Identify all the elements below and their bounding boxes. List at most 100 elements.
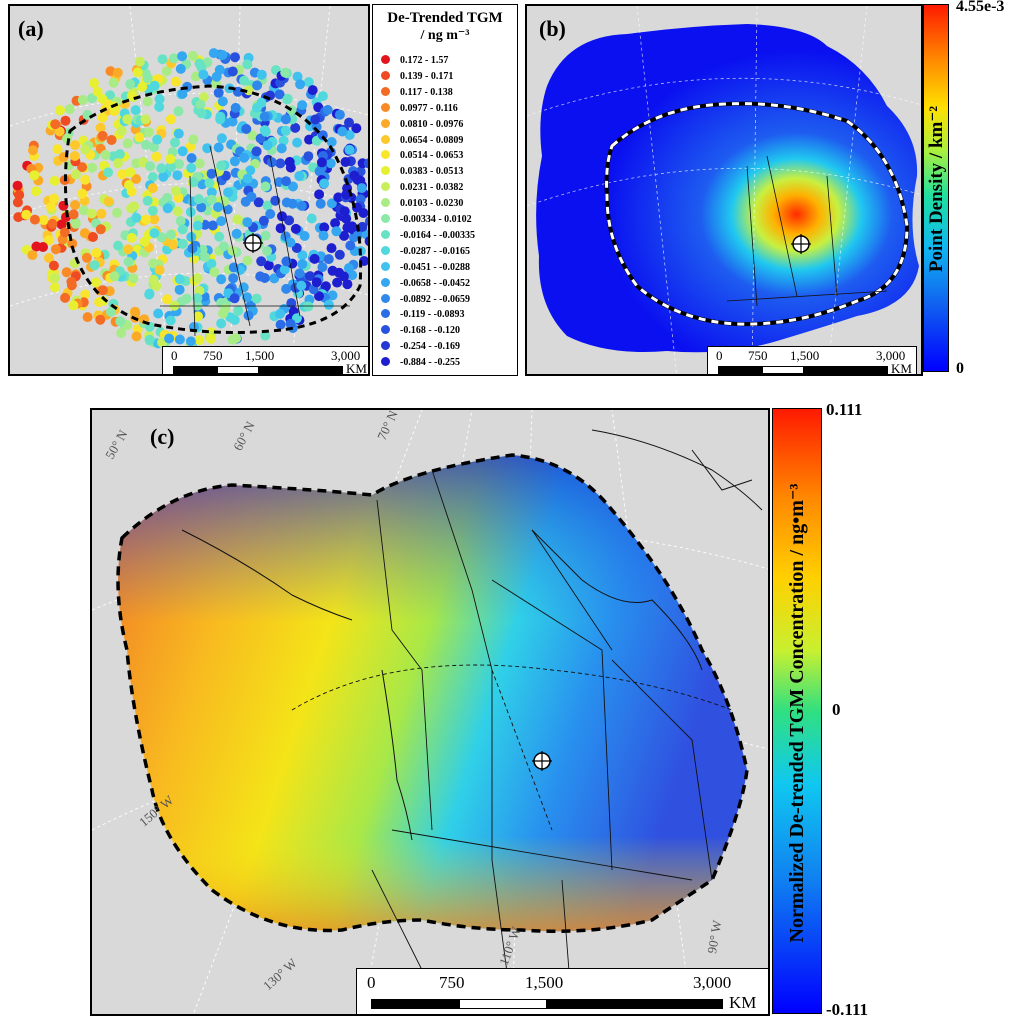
legend-swatch: [381, 245, 390, 255]
trajectory-dot: [142, 195, 153, 206]
trajectory-dot: [196, 202, 207, 213]
trajectory-dot: [192, 293, 203, 304]
trajectory-dot: [279, 264, 290, 275]
trajectory-dot: [140, 214, 151, 225]
scale-segment-2: [217, 366, 259, 374]
trajectory-dot: [262, 246, 273, 256]
trajectory-dot: [252, 102, 262, 113]
trajectory-dot: [190, 71, 201, 82]
trajectory-dot: [69, 151, 80, 161]
scale-tick-750: 750: [748, 348, 768, 363]
trajectory-dot: [204, 178, 215, 188]
trajectory-dot: [70, 218, 81, 229]
legend-item: 0.117 - 0.138: [381, 86, 453, 99]
legend-item: 0.0810 - 0.0976: [381, 118, 463, 131]
trajectory-dot: [165, 114, 176, 125]
legend-swatch: [381, 277, 390, 287]
trajectory-dot: [173, 128, 184, 139]
scale-tick-0: 0: [367, 973, 376, 992]
trajectory-dot: [13, 212, 24, 223]
trajectory-dot: [103, 196, 114, 207]
trajectory-dot: [12, 197, 23, 208]
trajectory-dot: [202, 143, 213, 154]
trajectory-dot: [44, 253, 54, 263]
legend-item: 0.0383 - 0.0513: [381, 166, 463, 178]
trajectory-dot: [131, 174, 142, 184]
legend-swatch: [381, 341, 390, 351]
trajectory-dot: [195, 99, 206, 110]
trajectory-dot: [198, 69, 209, 80]
trajectory-dot: [314, 166, 325, 177]
trajectory-dot: [326, 198, 337, 209]
trajectory-dot: [266, 157, 277, 168]
concentration-map: [92, 410, 768, 1014]
trajectory-dot: [198, 92, 209, 103]
trajectory-dot: [172, 170, 183, 181]
trajectory-dot: [337, 126, 348, 137]
trajectory-dot: [92, 86, 103, 97]
trajectory-dot: [334, 249, 345, 260]
legend-label: -0.0451 - -0.0288: [400, 261, 470, 273]
trajectory-dot: [280, 114, 291, 125]
trajectory-dot: [325, 158, 336, 169]
trajectory-dot: [164, 333, 175, 344]
trajectory-dot: [307, 85, 318, 96]
trajectory-dot: [294, 171, 305, 181]
scale-unit: KM: [346, 361, 367, 376]
legend-label: -0.0287 - -0.0165: [400, 245, 470, 257]
trajectory-dot: [194, 158, 205, 169]
trajectory-dot: [206, 194, 217, 205]
legend-label: 0.0383 - 0.0513: [400, 166, 464, 178]
trajectory-dot: [158, 171, 169, 182]
trajectory-dot: [339, 230, 350, 241]
legend-label: 0.172 - 1.57: [400, 55, 449, 66]
trajectory-dot: [29, 214, 40, 225]
trajectory-dot: [294, 268, 305, 279]
trajectory-dot: [304, 134, 315, 145]
trajectory-dot: [122, 138, 133, 149]
trajectory-dot: [91, 277, 101, 288]
trajectory-dot: [309, 253, 320, 264]
trajectory-dot: [320, 281, 331, 292]
colorbar-c-title: Normalized De-trended TGM Concentration …: [786, 483, 808, 943]
trajectory-dot: [305, 271, 315, 282]
colorbar-c: [772, 408, 822, 1014]
trajectory-dot: [27, 250, 38, 261]
trajectory-dot: [129, 201, 140, 212]
trajectory-dot: [61, 267, 72, 278]
trajectory-dot: [97, 285, 108, 296]
site-marker: [243, 233, 263, 253]
trajectory-dot: [149, 228, 160, 239]
trajectory-dot: [130, 307, 141, 318]
trajectory-dot: [52, 144, 63, 155]
trajectory-dot: [223, 187, 234, 198]
trajectory-dot: [207, 220, 218, 231]
scale-segment-1: [371, 999, 459, 1009]
trajectory-dot: [352, 230, 363, 241]
scale-bar-a: 0 750 1,500 3,000 KM: [162, 346, 368, 376]
trajectory-dot: [319, 178, 330, 189]
trajectory-dot: [216, 160, 227, 171]
trajectory-dot: [77, 188, 88, 199]
scale-tick-1500: 1,500: [790, 348, 820, 363]
trajectory-dot: [175, 216, 186, 226]
trajectory-dot: [357, 221, 368, 232]
legend-item: 0.0654 - 0.0809: [381, 134, 463, 147]
trajectory-dot: [67, 238, 78, 249]
density-surface: [536, 24, 919, 353]
trajectory-dot: [306, 213, 317, 224]
trajectory-dot: [38, 215, 49, 226]
trajectory-dot: [322, 104, 333, 115]
scale-segment-1: [173, 366, 217, 374]
map-panel-a: (a) 0 750 1,500 3,000 KM: [8, 4, 370, 376]
trajectory-dot: [165, 315, 176, 326]
trajectory-dot: [326, 243, 337, 254]
legend-swatch: [381, 182, 390, 192]
trajectory-dot: [170, 137, 180, 148]
scale-tick-0: 0: [171, 348, 178, 363]
scale-segment-2: [762, 366, 804, 374]
trajectory-dot: [218, 241, 229, 252]
trajectory-dot: [134, 132, 145, 143]
trajectory-dot: [68, 300, 79, 311]
legend-label: -0.254 - -0.169: [400, 341, 460, 353]
